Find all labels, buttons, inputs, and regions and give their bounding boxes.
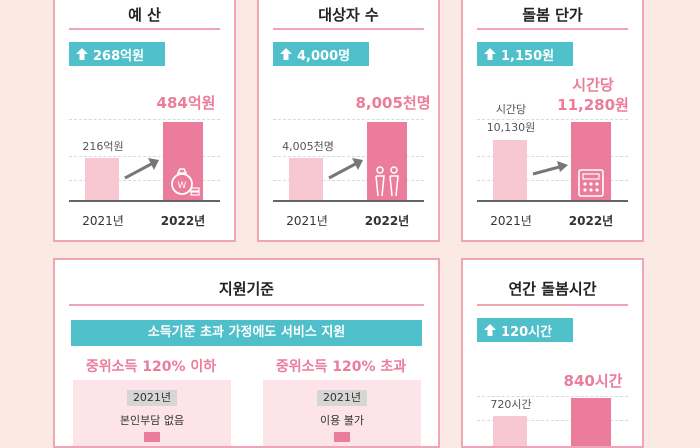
criteria-banner: 소득기준 초과 가정에도 서비스 지원 <box>71 320 422 346</box>
annual-hours-card: 연간 돌봄시간 120시간 840시간 720시간 <box>461 258 644 448</box>
value-2022: 8,005천명 <box>355 94 431 112</box>
title-rule <box>273 28 424 30</box>
right-down-marker <box>334 432 350 442</box>
increase-value: 268억원 <box>93 48 145 64</box>
left-year-chip: 2021년 <box>127 390 177 406</box>
money-bag-icon: W <box>171 168 200 196</box>
criteria-card: 지원기준 소득기준 초과 가정에도 서비스 지원 중위소득 120% 이하 20… <box>53 258 440 448</box>
gridline <box>477 180 628 181</box>
bar-2022 <box>367 122 407 200</box>
trend-arrow-icon <box>532 161 568 176</box>
recipients-card: 대상자 수 4,000명 8,005천명 4,005천명 2021년 2022년 <box>257 0 440 242</box>
budget-card: 예 산 268억원 484억원 216억원 W 2021년 2022년 <box>53 0 236 242</box>
card-title: 대상자 수 <box>318 6 379 24</box>
gridline <box>69 156 220 157</box>
arrow-up-icon <box>482 322 498 338</box>
arrow-up-icon <box>278 46 294 62</box>
bar-2022 <box>571 122 611 200</box>
value-2022: 11,280원 <box>557 96 629 114</box>
year-2021: 2021년 <box>490 214 532 228</box>
year-2022: 2022년 <box>364 214 410 228</box>
gridline <box>273 180 424 181</box>
bar-2022 <box>163 122 203 200</box>
increase-value: 4,000명 <box>297 48 351 64</box>
people-icon <box>375 166 399 197</box>
left-down-marker <box>144 432 160 442</box>
baseline <box>477 200 628 202</box>
right-year-chip: 2021년 <box>317 390 367 406</box>
gridline <box>273 119 424 120</box>
increase-value: 1,150원 <box>501 48 555 64</box>
label-2021: 시간당 <box>495 103 527 116</box>
title-rule <box>69 28 220 30</box>
gridline <box>69 119 220 120</box>
svg-text:W: W <box>178 181 187 191</box>
value-2021: 4,005천명 <box>282 140 334 153</box>
card-title: 지원기준 <box>218 280 275 298</box>
value-2021: 10,130원 <box>486 121 536 134</box>
gridline <box>273 156 424 157</box>
increase-value: 120시간 <box>501 324 553 340</box>
trend-arrow-icon <box>328 158 363 180</box>
card-title: 예 산 <box>128 6 161 24</box>
label-2022: 시간당 <box>572 76 614 94</box>
title-rule <box>69 304 424 306</box>
bar-2021 <box>289 158 323 200</box>
increase-badge: 4,000명 <box>273 42 369 66</box>
baseline <box>69 200 220 202</box>
bar-2021 <box>85 158 119 200</box>
bar-2021 <box>493 416 527 446</box>
left-text: 본인부담 없음 <box>119 414 185 427</box>
calculator-icon <box>578 169 604 197</box>
arrow-up-icon <box>482 46 498 62</box>
gridline <box>477 119 628 120</box>
value-2021: 720시간 <box>490 398 532 411</box>
bar-2021 <box>493 140 527 200</box>
title-rule <box>477 28 628 30</box>
gridline <box>69 180 220 181</box>
value-2022: 840시간 <box>563 372 623 390</box>
arrow-up-icon <box>74 46 90 62</box>
bar-2022 <box>571 398 611 446</box>
year-2022: 2022년 <box>568 214 614 228</box>
card-title: 연간 돌봄시간 <box>508 280 597 298</box>
increase-badge: 268억원 <box>69 42 165 66</box>
increase-badge: 120시간 <box>477 318 573 342</box>
trend-arrow-icon <box>124 158 159 180</box>
card-title: 돌봄 단가 <box>522 6 583 24</box>
gridline <box>477 420 628 421</box>
increase-badge: 1,150원 <box>477 42 573 66</box>
year-2021: 2021년 <box>286 214 328 228</box>
baseline <box>273 200 424 202</box>
title-rule <box>477 304 628 306</box>
year-2022: 2022년 <box>160 214 206 228</box>
gridline <box>477 396 628 397</box>
gridline <box>477 156 628 157</box>
right-text: 이용 불가 <box>320 414 364 427</box>
year-2021: 2021년 <box>82 214 124 228</box>
left-heading: 중위소득 120% 이하 <box>85 359 217 375</box>
value-2021: 216억원 <box>82 140 124 153</box>
value-2022: 484억원 <box>156 94 216 112</box>
unit-cost-card: 돌봄 단가 1,150원 시간당 11,280원 시간당 10,130원 202… <box>461 0 644 242</box>
right-heading: 중위소득 120% 초과 <box>275 359 407 375</box>
